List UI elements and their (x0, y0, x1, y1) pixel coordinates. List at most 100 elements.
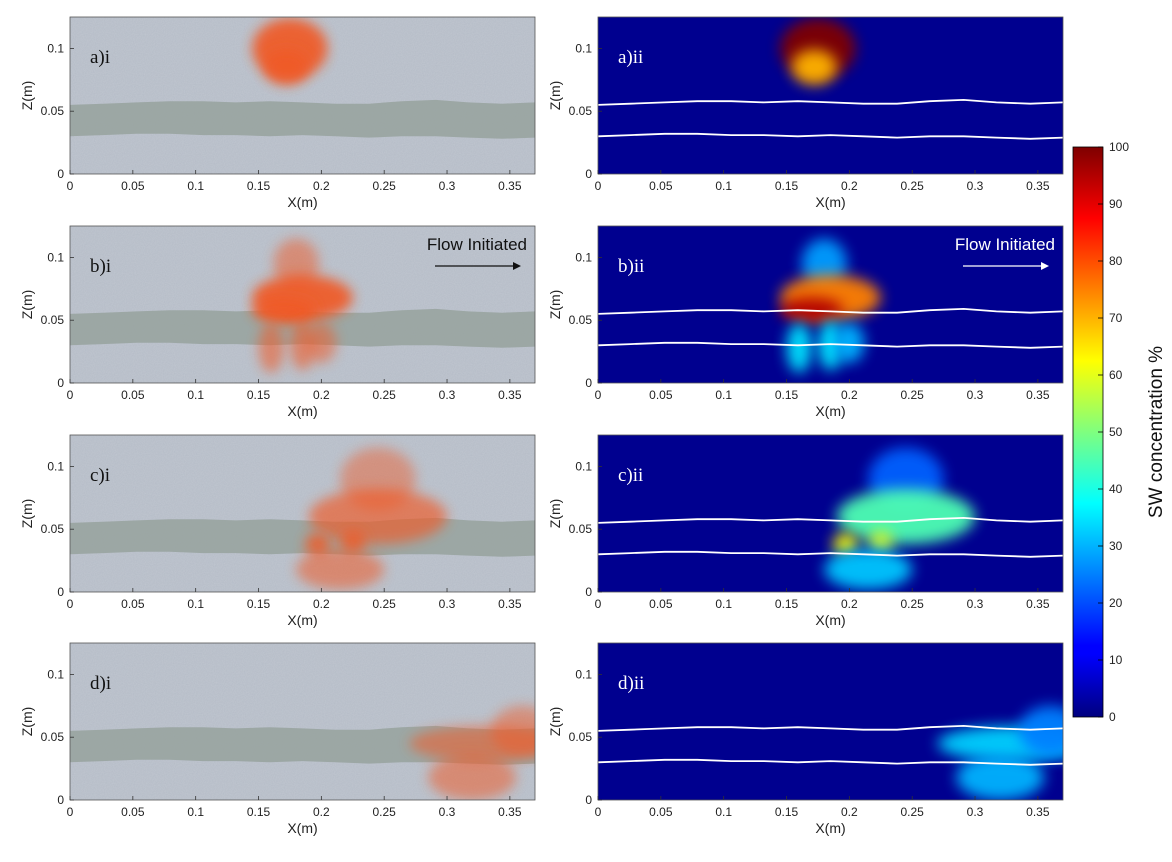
panel-frame (69, 642, 536, 801)
x-tick-label: 0.15 (247, 388, 271, 402)
upper-layer-boundary (598, 307, 1063, 315)
panel-frame (69, 16, 536, 175)
x-tick-label: 0.25 (373, 388, 397, 402)
y-tick-label: 0.1 (47, 250, 64, 264)
low-permeability-layer (70, 517, 535, 557)
x-tick-label: 0.2 (313, 597, 330, 611)
panel-label: b)i (90, 256, 111, 277)
x-tick-label: 0 (67, 179, 74, 193)
x-tick-label: 0.05 (121, 388, 145, 402)
x-tick-label: 0 (595, 805, 602, 819)
x-tick-label: 0.3 (967, 805, 984, 819)
upper-layer-boundary (598, 516, 1063, 524)
x-tick-label: 0.2 (841, 597, 858, 611)
flow-initiated-label: Flow Initiated (955, 235, 1055, 254)
y-tick-label: 0.1 (575, 250, 592, 264)
panel-ai: 0 0.05 0.1 0.15 0.2 0.25 0.3 0.35 0 0.05 0.1 X(m) Z(… (19, 16, 536, 210)
plume-blob (428, 754, 517, 800)
x-tick-label: 0 (595, 388, 602, 402)
x-tick-label: 0.05 (121, 179, 145, 193)
x-tick-label: 0 (595, 597, 602, 611)
colorbar-tick-label: 100 (1109, 140, 1129, 154)
x-axis-label: X(m) (815, 403, 845, 419)
y-tick-label: 0 (585, 376, 592, 390)
x-tick-label: 0.35 (1026, 805, 1050, 819)
lower-layer-boundary (598, 132, 1063, 140)
plume-blob (263, 49, 309, 85)
plume-blob (491, 705, 535, 756)
colorbar-tick-label: 60 (1109, 368, 1123, 382)
x-tick-label: 0.05 (649, 597, 673, 611)
x-tick-label: 0.1 (715, 805, 732, 819)
colorbar: 0 10 20 30 40 50 60 70 80 90 100 SW concentration … (1072, 140, 1167, 724)
upper-layer-boundary (598, 98, 1063, 106)
x-tick-label: 0.15 (247, 179, 271, 193)
y-tick-label: 0 (585, 793, 592, 807)
y-axis-label: Z(m) (19, 707, 35, 737)
x-tick-label: 0.35 (498, 388, 522, 402)
plume-blob (868, 530, 894, 554)
panel-plot-area (70, 643, 535, 800)
colorbar-tick-label: 90 (1109, 197, 1123, 211)
x-tick-label: 0.35 (498, 597, 522, 611)
x-tick-label: 0 (67, 597, 74, 611)
y-tick-label: 0.1 (47, 667, 64, 681)
plume-blob (306, 322, 337, 363)
x-tick-label: 0.3 (439, 179, 456, 193)
x-tick-label: 0.05 (649, 388, 673, 402)
x-tick-label: 0.1 (715, 388, 732, 402)
plume-blob (836, 488, 976, 545)
x-tick-label: 0.25 (901, 805, 925, 819)
plume-blob (833, 533, 859, 556)
x-axis-label: X(m) (815, 194, 845, 210)
y-tick-label: 0.05 (569, 104, 593, 118)
x-axis-label: X(m) (815, 820, 845, 836)
x-tick-label: 0.2 (841, 805, 858, 819)
x-tick-label: 0.15 (775, 597, 799, 611)
y-tick-label: 0.1 (575, 459, 592, 473)
y-tick-label: 0.05 (569, 522, 593, 536)
panel-frame (597, 642, 1064, 801)
x-tick-label: 0.25 (901, 597, 925, 611)
low-permeability-layer (70, 99, 535, 139)
plume-blob (791, 49, 837, 85)
plume-blob (296, 549, 385, 590)
colorbar-tick-label: 50 (1109, 425, 1123, 439)
x-tick-label: 0.05 (121, 805, 145, 819)
plume-blob (824, 549, 913, 590)
panel-plot-area (70, 226, 535, 383)
x-tick-label: 0.05 (649, 805, 673, 819)
x-tick-label: 0 (67, 388, 74, 402)
x-tick-label: 0.2 (313, 805, 330, 819)
y-axis-label: Z(m) (547, 81, 563, 111)
panel-label: a)i (90, 47, 110, 68)
panel-plot-area (598, 435, 1063, 592)
x-axis-label: X(m) (287, 403, 317, 419)
plume-blob (786, 322, 812, 373)
y-tick-label: 0.1 (47, 459, 64, 473)
x-tick-label: 0.35 (1026, 388, 1050, 402)
x-tick-label: 0.2 (313, 179, 330, 193)
x-axis-label: X(m) (815, 612, 845, 628)
colorbar-tick-label: 10 (1109, 653, 1123, 667)
panel-plot-area (598, 643, 1063, 800)
panel-label: b)ii (618, 256, 644, 277)
panel-ci: 0 0.05 0.1 0.15 0.2 0.25 0.3 0.35 0 0.05 0.1 X(m) Z(… (19, 434, 536, 628)
panels-layer: 0 0.05 0.1 0.15 0.2 0.25 0.3 0.35 0 0.05 0.1 X(m) Z(… (19, 16, 1064, 836)
flow-initiated-label: Flow Initiated (427, 235, 527, 254)
x-tick-label: 0.2 (841, 179, 858, 193)
x-tick-label: 0.1 (187, 179, 204, 193)
panel-di: 0 0.05 0.1 0.15 0.2 0.25 0.3 0.35 0 0.05 0.1 X(m) Z(… (19, 642, 536, 836)
plume-blob (1019, 705, 1063, 756)
plume-blob (305, 533, 331, 556)
panel-label: c)ii (618, 465, 643, 486)
panel-frame (597, 225, 1064, 384)
y-tick-label: 0.05 (569, 730, 593, 744)
x-tick-label: 0.25 (373, 805, 397, 819)
x-tick-label: 0.15 (247, 805, 271, 819)
x-tick-label: 0.3 (967, 597, 984, 611)
x-axis-label: X(m) (287, 194, 317, 210)
panel-bii: 0 0.05 0.1 0.15 0.2 0.25 0.3 0.35 0 0.05 0.1 X(m) Z(… (547, 225, 1064, 419)
panel-frame (597, 16, 1064, 175)
